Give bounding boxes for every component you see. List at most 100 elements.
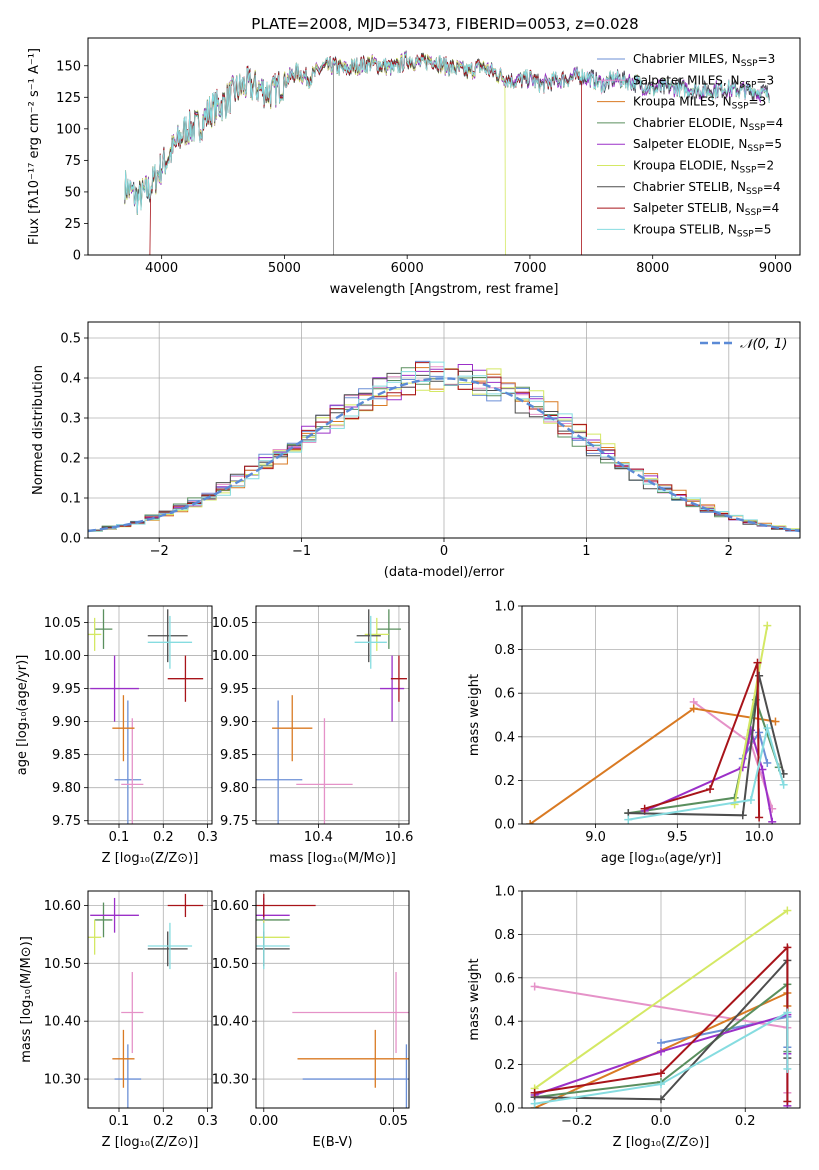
x-axis-label: Z [log₁₀(Z/Z⊙)] bbox=[102, 851, 199, 866]
spectrum-plot-area bbox=[124, 50, 770, 255]
spectrum-axes: 4000 5000 6000 7000 8000 9000 0 25 50 75 100 125 150… bbox=[27, 37, 801, 297]
legend-entry: Salpeter MILES, NSSP=3 bbox=[633, 73, 774, 90]
legend-suffix: =4 bbox=[762, 201, 780, 215]
y-tick-label: 9.80 bbox=[52, 781, 81, 796]
x-axis-label: Z [log₁₀(Z/Z⊙)] bbox=[102, 1135, 199, 1150]
legend-entry: Salpeter ELODIE, NSSP=5 bbox=[633, 137, 782, 154]
x-axis-label: E(B-V) bbox=[312, 1135, 352, 1150]
legend-suffix: =3 bbox=[756, 73, 774, 87]
marker-chabrier-stelib bbox=[147, 931, 188, 967]
y-axis-label: Flux [fλ10⁻¹⁷ erg cm⁻² s⁻¹ A⁻¹] bbox=[27, 48, 42, 245]
x-tick-label: 4000 bbox=[145, 261, 178, 276]
y-tick-label: 9.75 bbox=[220, 814, 249, 829]
y-tick-label: 9.85 bbox=[52, 748, 81, 763]
mE-axes: 0.00 0.05 10.30 10.40 10.50 10.60 E(B-V) bbox=[212, 890, 410, 1150]
marker-salpeter-miles bbox=[296, 718, 353, 824]
y-tick-label: 10.05 bbox=[44, 616, 81, 631]
x-tick-label: −2 bbox=[150, 544, 169, 559]
y-tick-label: 0.2 bbox=[60, 452, 81, 467]
x-tick-label: 0.0 bbox=[651, 1114, 672, 1129]
y-tick-label: 10.00 bbox=[212, 649, 249, 664]
x-tick-label: 0.1 bbox=[109, 1114, 130, 1129]
weights-kroupa-miles bbox=[526, 704, 780, 824]
x-axis-label: mass [log₁₀(M/M⊙)] bbox=[269, 851, 396, 866]
x-tick-label: 10.4 bbox=[304, 830, 333, 845]
legend-subscript: SSP bbox=[740, 80, 757, 90]
y-tick-label: 9.90 bbox=[220, 715, 249, 730]
y-tick-label: 0.4 bbox=[494, 1015, 515, 1030]
x-tick-label: 0.1 bbox=[109, 830, 130, 845]
legend-entry: 𝒩(0, 1) bbox=[740, 337, 787, 352]
legend-suffix: =3 bbox=[749, 95, 767, 109]
marker-kroupa-miles bbox=[112, 1029, 135, 1088]
y-tick-label: 0.2 bbox=[494, 774, 515, 789]
x-tick-label: 0.05 bbox=[379, 1114, 408, 1129]
marker-kroupa-stelib bbox=[147, 922, 193, 970]
x-tick-label: 6000 bbox=[391, 261, 424, 276]
y-axis-label: mass weight bbox=[467, 958, 482, 1040]
y-axis-label: age [log₁₀(age/yr)] bbox=[15, 655, 30, 776]
mZ-axes: 0.1 0.2 0.3 10.30 10.40 10.50 10.60 Z [log₁₀(Z/… bbox=[19, 890, 218, 1150]
mE-plot-area bbox=[256, 893, 409, 1108]
x-axis-label: Z [log₁₀(Z/Z⊙)] bbox=[613, 1135, 710, 1150]
marker-chabrier-miles bbox=[114, 700, 142, 824]
y-tick-label: 0.4 bbox=[494, 730, 515, 745]
y-tick-label: 0.8 bbox=[494, 643, 515, 658]
weight-line bbox=[628, 727, 785, 821]
legend-subscript: SSP bbox=[737, 229, 754, 239]
legend-subscript: SSP bbox=[740, 166, 757, 176]
marker-salpeter-miles bbox=[121, 972, 144, 1054]
x-tick-label: 9.5 bbox=[667, 830, 688, 845]
marker-chabrier-stelib bbox=[147, 609, 188, 663]
y-tick-label: 9.85 bbox=[220, 748, 249, 763]
y-tick-label: 50 bbox=[64, 185, 81, 200]
y-tick-label: 0 bbox=[73, 249, 81, 264]
marker-salpeter-miles bbox=[292, 972, 409, 1054]
weight-line bbox=[534, 1010, 789, 1105]
wAge-plot-area bbox=[526, 621, 788, 824]
legend-subscript: SSP bbox=[741, 59, 758, 69]
marker-kroupa-elodie bbox=[88, 919, 102, 955]
marker-kroupa-stelib bbox=[147, 615, 193, 669]
marker-salpeter-stelib bbox=[167, 893, 204, 918]
y-tick-label: 100 bbox=[56, 122, 81, 137]
y-tick-label: 10.50 bbox=[44, 957, 81, 972]
y-tick-label: 0.3 bbox=[60, 412, 81, 427]
wAge-axes: 9.0 9.5 10.0 0.0 0.2 0.4 0.6 0.8 1.0 age [log₁₀(a… bbox=[467, 600, 801, 866]
legend-subscript: SSP bbox=[747, 144, 764, 154]
x-tick-label: 2 bbox=[725, 544, 733, 559]
marker-chabrier-miles bbox=[114, 1044, 142, 1108]
y-tick-label: 0.8 bbox=[494, 928, 515, 943]
legend-suffix: =4 bbox=[765, 116, 783, 130]
legend-entry: Salpeter STELIB, NSSP=4 bbox=[633, 201, 779, 218]
y-tick-label: 10.40 bbox=[212, 1015, 249, 1030]
x-tick-label: 5000 bbox=[268, 261, 301, 276]
axes-frame bbox=[521, 605, 801, 825]
legend-entry: Kroupa MILES, NSSP=3 bbox=[633, 95, 766, 112]
y-tick-label: 10.30 bbox=[44, 1073, 81, 1088]
y-tick-label: 10.30 bbox=[212, 1073, 249, 1088]
x-tick-label: 0.3 bbox=[197, 1114, 218, 1129]
x-tick-label: 9000 bbox=[759, 261, 792, 276]
marker-salpeter-stelib bbox=[256, 893, 316, 918]
marker-kroupa-miles bbox=[297, 1029, 409, 1088]
y-tick-label: 0.6 bbox=[494, 687, 515, 702]
marker-salpeter-elodie bbox=[90, 655, 139, 722]
marker-chabrier-elodie bbox=[376, 609, 401, 649]
x-axis-label: age [log₁₀(age/yr)] bbox=[601, 851, 722, 866]
y-tick-label: 10.00 bbox=[44, 649, 81, 664]
y-tick-label: 0.4 bbox=[60, 372, 81, 387]
legend-subscript: SSP bbox=[749, 123, 766, 133]
axes-frame bbox=[87, 37, 801, 256]
axes-frame bbox=[87, 321, 801, 539]
x-tick-label: −1 bbox=[292, 544, 311, 559]
legend-suffix: =2 bbox=[756, 159, 774, 173]
y-tick-label: 9.90 bbox=[52, 715, 81, 730]
marker-salpeter-elodie bbox=[380, 655, 405, 722]
y-tick-label: 25 bbox=[64, 217, 81, 232]
spectrum-title: PLATE=2008, MJD=53473, FIBERID=0053, z=0… bbox=[251, 15, 638, 33]
x-axis-label: wavelength [Angstrom, rest frame] bbox=[330, 282, 559, 297]
marker-kroupa-stelib bbox=[256, 922, 290, 970]
y-axis-label: mass [log₁₀(M/M⊙)] bbox=[19, 936, 34, 1063]
